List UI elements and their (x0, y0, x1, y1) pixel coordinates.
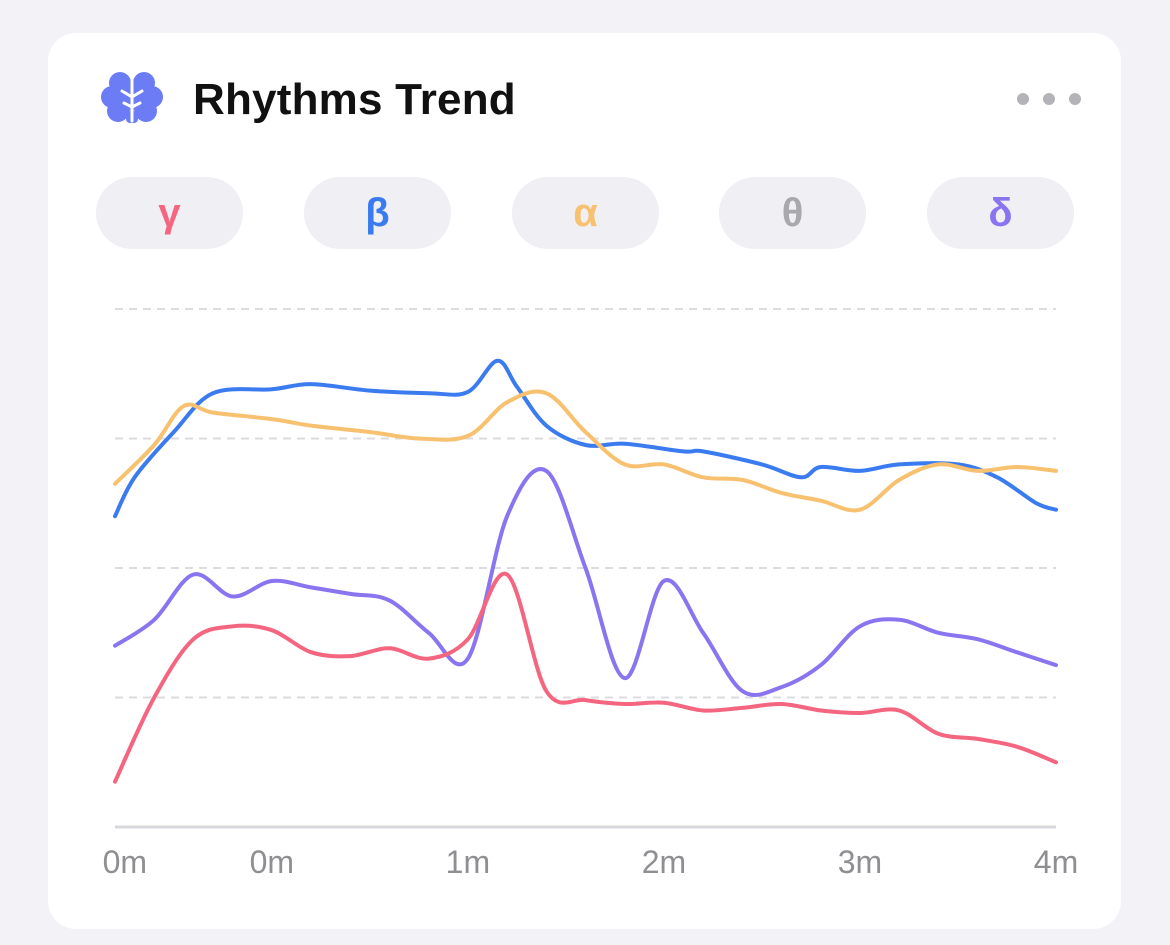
filter-alpha[interactable]: α (512, 177, 659, 249)
series-line-2 (113, 467, 1058, 697)
ellipsis-icon (1017, 93, 1029, 105)
x-tick-label: 0m (103, 844, 147, 880)
card-title: Rhythms Trend (193, 75, 516, 124)
brain-icon (101, 72, 163, 123)
ellipsis-icon (1043, 93, 1055, 105)
filter-delta[interactable]: δ (927, 177, 1074, 249)
ellipsis-icon (1069, 93, 1081, 105)
x-tick-label: 0m (250, 844, 294, 880)
series-line-1 (113, 389, 1058, 513)
x-tick-label: 3m (838, 844, 882, 880)
filter-delta-label: δ (988, 190, 1013, 235)
card-header: Rhythms Trend (100, 67, 1081, 137)
filter-theta-label: θ (781, 190, 804, 235)
filter-theta[interactable]: θ (719, 177, 866, 249)
filter-gamma-label: γ (158, 190, 181, 235)
x-tick-label: 1m (446, 844, 490, 880)
filter-gamma[interactable]: γ (96, 177, 243, 249)
filter-alpha-label: α (573, 190, 598, 235)
x-tick-label: 2m (642, 844, 686, 880)
rhythm-filter-row: γ β α θ δ (96, 177, 1074, 249)
x-tick-label: 4m (1034, 844, 1078, 880)
filter-beta-label: β (365, 190, 390, 235)
rhythms-line-chart: 0m 0m 1m 2m 3m 4m (103, 308, 1078, 880)
series-line-3 (113, 571, 1058, 784)
rhythms-trend-card: Rhythms Trend γ β α θ δ 0m 0m 1m 2m 3m 4m (48, 33, 1121, 929)
filter-beta[interactable]: β (304, 177, 451, 249)
more-options-button[interactable] (1017, 85, 1081, 113)
series-line-0 (113, 358, 1058, 519)
